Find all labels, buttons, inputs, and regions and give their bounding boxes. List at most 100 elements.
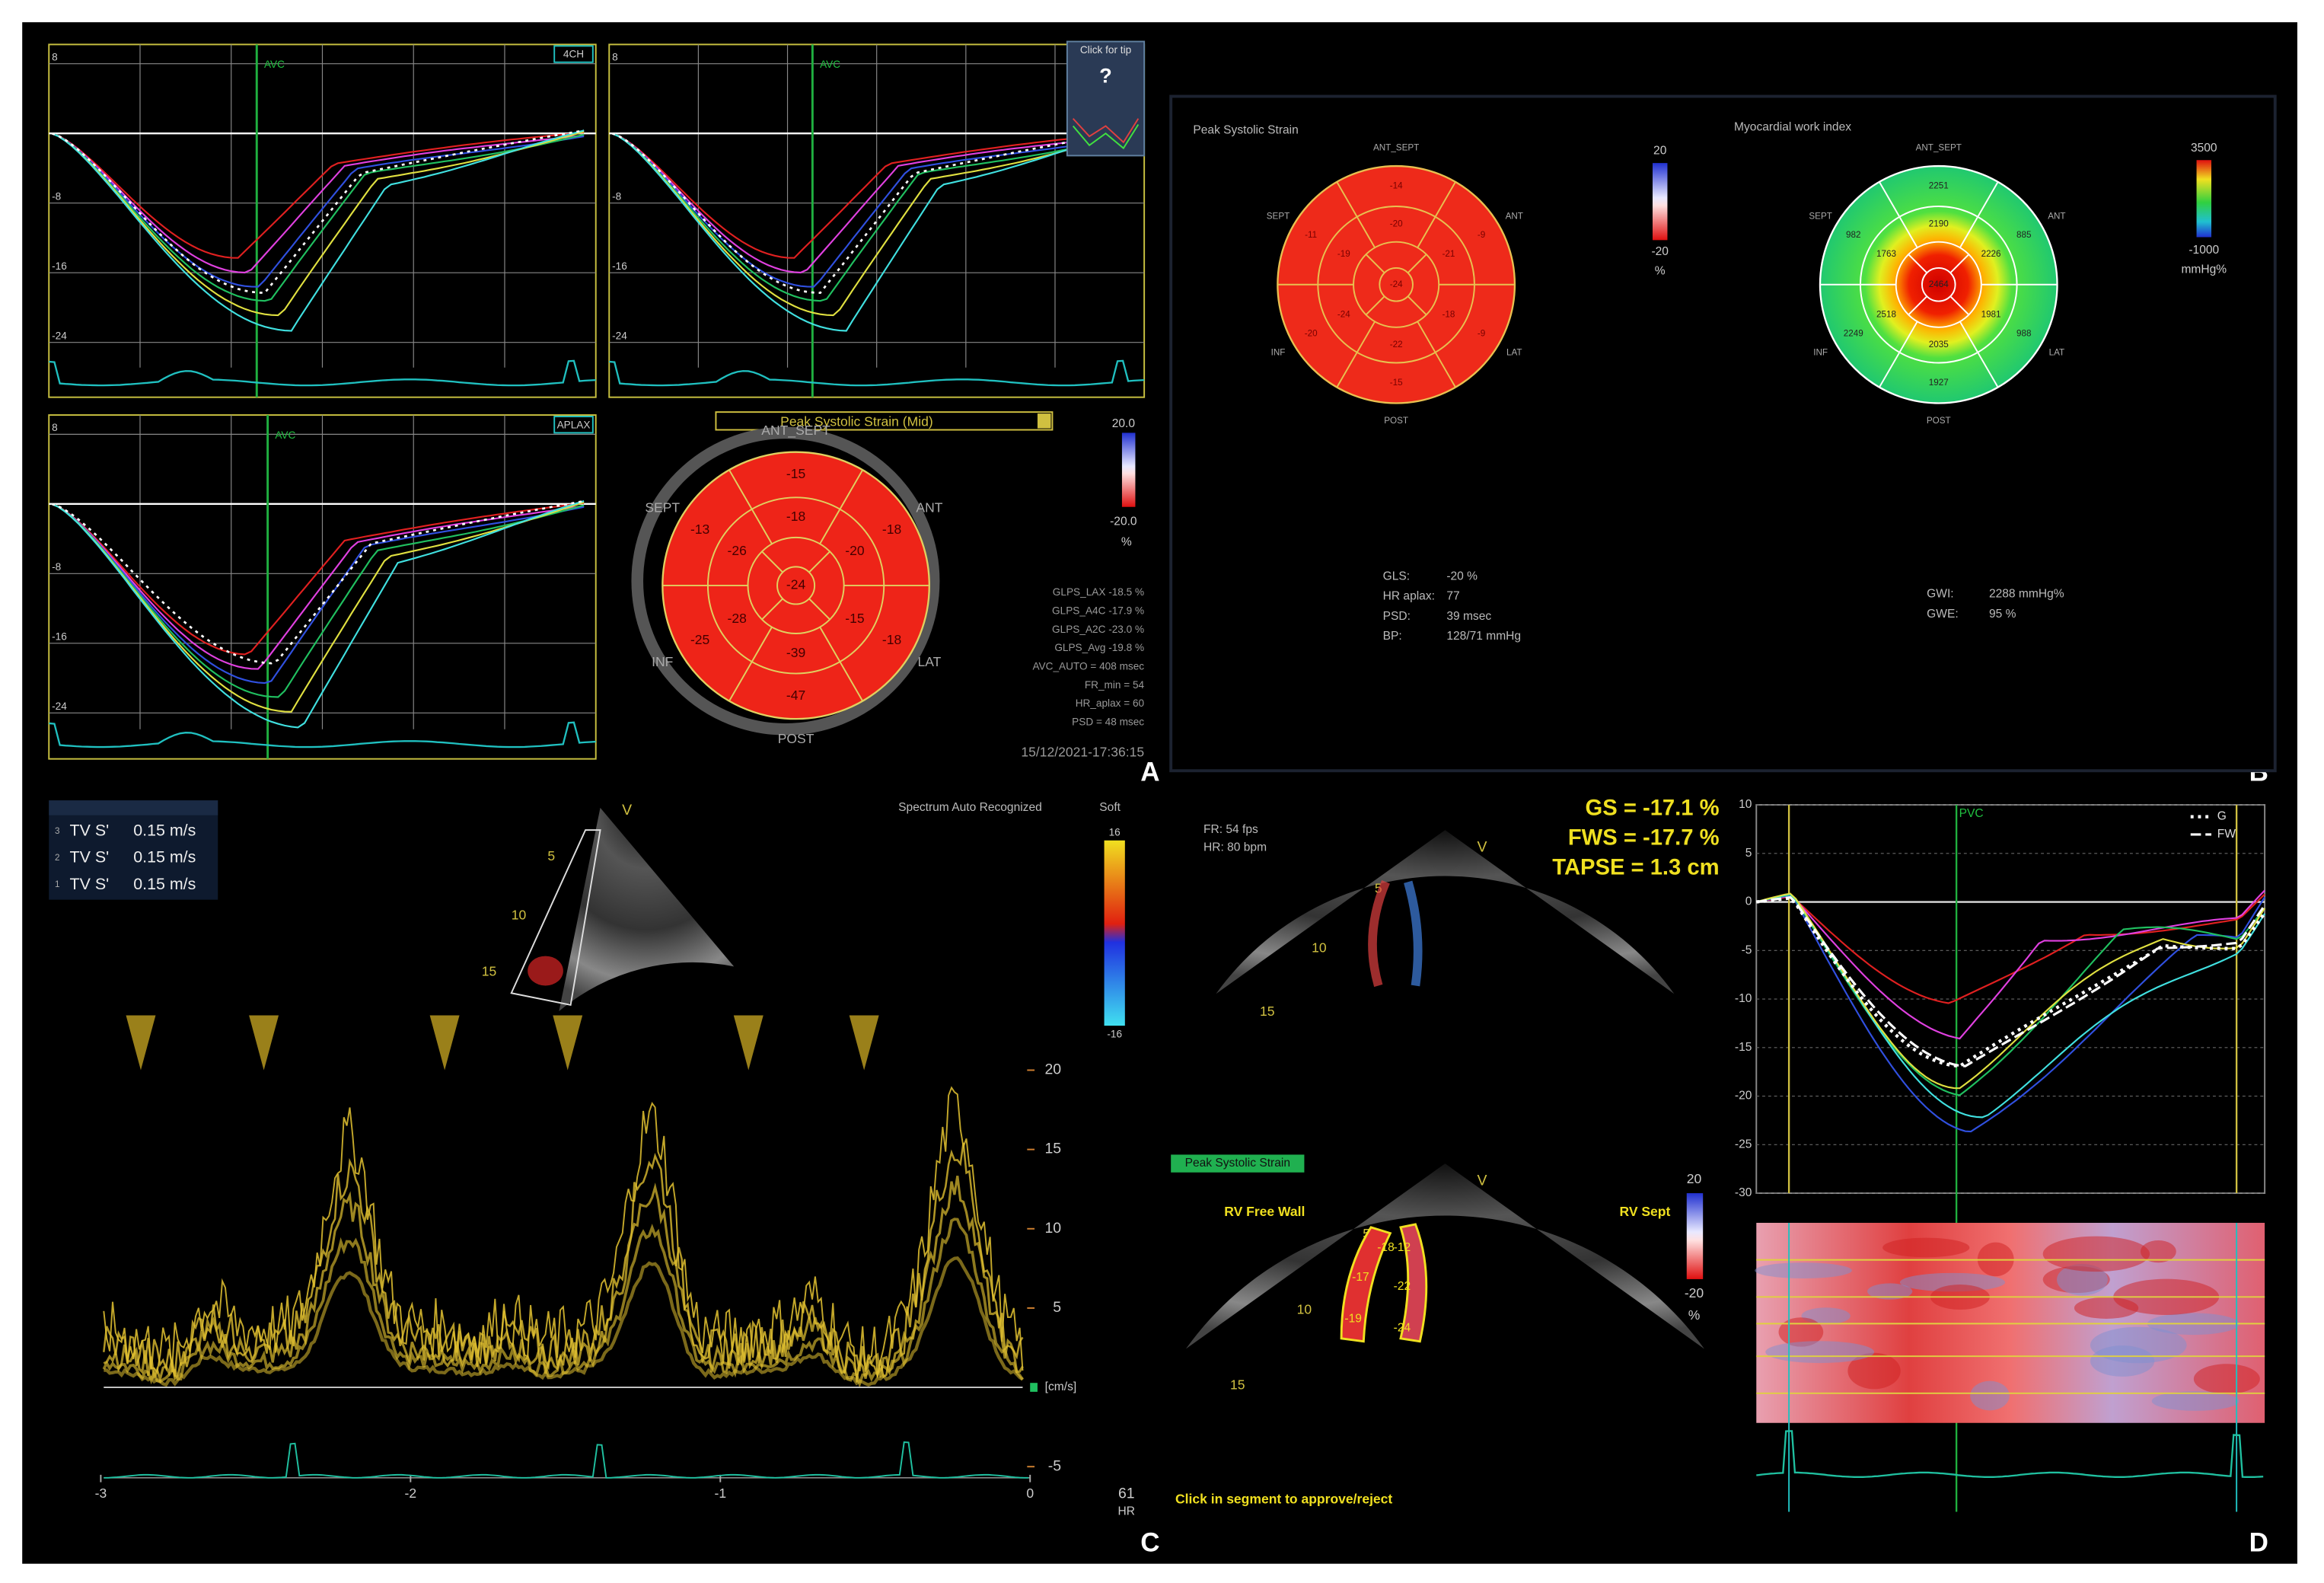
- label: GLPS_LAX -18.5 %: [1053, 586, 1144, 598]
- bullseye-spoke: [1949, 295, 1970, 316]
- label: ANT_SEPT: [761, 423, 830, 439]
- label: HR: 80 bpm: [1203, 841, 1267, 854]
- heat-blob: [1970, 1380, 2010, 1411]
- label: -24: [1337, 310, 1350, 320]
- label: -20: [1390, 219, 1403, 228]
- label: -8: [52, 190, 61, 202]
- label: -20: [845, 543, 865, 558]
- map-title-box: [715, 411, 1054, 431]
- label: 20.0: [1112, 417, 1136, 430]
- label: 1927: [1929, 378, 1949, 388]
- label: -20.0: [1110, 515, 1137, 528]
- bullseye-spoke: [1959, 181, 1999, 248]
- tag-box: [553, 416, 594, 434]
- heat-blob: [2193, 1364, 2260, 1394]
- label: -24: [786, 577, 806, 592]
- heat-blob: [1882, 1237, 1970, 1258]
- label: 0.15 m/s: [133, 875, 196, 893]
- label: -17: [1352, 1271, 1369, 1284]
- label: -15: [845, 611, 864, 626]
- label: -16: [52, 260, 67, 272]
- label: -24: [52, 701, 67, 712]
- label: A: [1140, 757, 1159, 787]
- heat-blob: [2074, 1297, 2139, 1319]
- label: 0: [1745, 895, 1752, 908]
- tip-icon: [1072, 124, 1140, 150]
- label: ANT_SEPT: [1916, 143, 1962, 153]
- bullseye-spoke: [808, 598, 830, 621]
- label: -16: [52, 631, 67, 643]
- label: -19: [1337, 249, 1350, 259]
- label: BP:: [1383, 630, 1402, 643]
- label: 10: [1312, 940, 1327, 955]
- label: -10: [1735, 992, 1752, 1005]
- bullseye-spoke: [1879, 181, 1918, 248]
- bullseye-spoke: [819, 469, 864, 544]
- label: POST: [1927, 416, 1951, 426]
- colorbar: [1652, 163, 1668, 241]
- label: LAT: [918, 654, 942, 669]
- label: -18: [786, 509, 805, 524]
- label: 3: [55, 826, 60, 836]
- label: 8: [52, 52, 58, 63]
- label: %: [1121, 536, 1132, 549]
- label: Click for tip: [1080, 44, 1131, 56]
- heat-blob: [1899, 1272, 2006, 1292]
- bullseye-spoke: [1365, 295, 1385, 316]
- label: -25: [1735, 1138, 1752, 1151]
- alias-spike: [733, 1015, 764, 1071]
- bullseye-spoke: [819, 627, 864, 702]
- label: -18: [1442, 310, 1455, 320]
- label: [cm/s]: [1045, 1380, 1077, 1393]
- strain-curve: [51, 499, 585, 729]
- label: 8: [612, 52, 618, 63]
- heat-blob: [1867, 1283, 1913, 1300]
- label: TV S': [70, 822, 110, 840]
- heat-blob: [1778, 1317, 1824, 1347]
- bullseye-spoke: [1879, 321, 1918, 388]
- strain-curve: [1756, 894, 2266, 1133]
- label: Spectrum Auto Recognized: [898, 801, 1042, 814]
- label: V: [1478, 839, 1487, 856]
- label: -20: [1305, 328, 1318, 338]
- label: C: [1140, 1528, 1159, 1558]
- label: -21: [1442, 249, 1455, 259]
- doppler-trace: [102, 1218, 1025, 1389]
- heat-blob: [1847, 1352, 1901, 1390]
- label: -9: [1478, 230, 1485, 240]
- label: -9: [1478, 328, 1485, 338]
- label: Peak Systolic Strain: [1185, 1157, 1290, 1170]
- rv-trace: [1368, 879, 1390, 988]
- bullseye-spoke: [728, 469, 773, 544]
- alias-spike: [126, 1015, 156, 1071]
- label: GLS:: [1383, 570, 1410, 582]
- alias-spike: [429, 1015, 460, 1071]
- heat-blob: [2057, 1263, 2108, 1296]
- strain-curve: [51, 502, 585, 656]
- tip-icon: [1072, 118, 1140, 144]
- label: FWS = -17.7 %: [1568, 826, 1720, 851]
- ecg-trace: [609, 359, 1145, 387]
- label: POST: [1384, 416, 1408, 426]
- bullseye-spoke: [728, 627, 773, 702]
- strain-curve: [51, 131, 585, 259]
- label: 20: [1044, 1061, 1061, 1078]
- label: 0.15 m/s: [133, 848, 196, 867]
- label: 0.15 m/s: [133, 822, 196, 840]
- strain-curve: [611, 132, 1133, 302]
- label: -12: [1394, 1241, 1411, 1254]
- label: 2035: [1929, 340, 1949, 349]
- strain-curve: [611, 132, 1133, 274]
- label: -2: [405, 1486, 417, 1501]
- free-wall-curve: [1756, 895, 2266, 1068]
- label: GLPS_Avg -19.8 %: [1054, 642, 1144, 653]
- label: Peak Systolic Strain (Mid): [780, 413, 933, 429]
- bullseye-spoke: [1949, 254, 1970, 274]
- label: -8: [612, 190, 621, 202]
- label: -39: [786, 645, 805, 660]
- strain-curve: [51, 131, 585, 317]
- label: V: [622, 802, 632, 819]
- label: FR: 54 fps: [1203, 823, 1258, 836]
- label: PVC: [1959, 807, 1984, 820]
- label: 20: [1653, 145, 1667, 158]
